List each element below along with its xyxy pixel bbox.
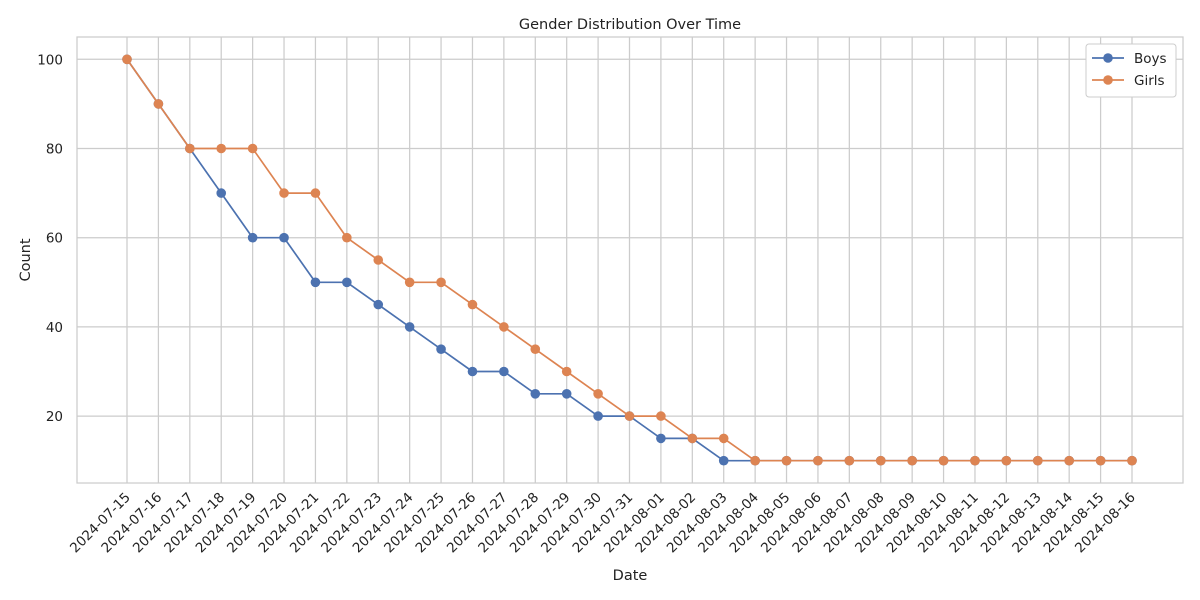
tick-labels: 2024-07-152024-07-162024-07-172024-07-18… [37, 52, 1139, 556]
data-point-girls [1032, 455, 1043, 466]
data-point-boys [530, 389, 541, 399]
legend-marker-girls [1103, 75, 1113, 85]
grid [77, 37, 1183, 483]
legend-label-girls: Girls [1134, 73, 1165, 89]
series-layer [122, 54, 1137, 466]
data-point-girls [844, 455, 855, 466]
data-point-boys [467, 366, 478, 377]
y-axis-label: Count [18, 238, 34, 281]
data-point-girls [436, 277, 446, 288]
data-point-boys [561, 389, 572, 399]
data-point-boys [310, 277, 321, 288]
data-point-girls [593, 389, 603, 399]
data-point-boys [373, 299, 384, 310]
data-point-girls [624, 411, 635, 421]
y-tick-label: 100 [37, 52, 63, 68]
data-point-girls [781, 455, 792, 466]
x-axis-label: Date [613, 568, 648, 584]
data-point-girls [1001, 455, 1012, 466]
data-point-boys [718, 455, 729, 466]
data-point-girls [1095, 455, 1106, 466]
data-point-girls [875, 455, 886, 466]
plot-frame [76, 36, 1184, 484]
data-point-girls [687, 433, 698, 444]
data-point-girls [404, 277, 415, 288]
legend-marker-boys [1103, 53, 1113, 63]
data-point-girls [970, 455, 980, 466]
chart-title: Gender Distribution Over Time [519, 17, 741, 33]
data-point-girls [310, 188, 321, 198]
data-point-girls [530, 344, 541, 355]
data-point-girls [216, 143, 227, 154]
data-point-girls [656, 411, 666, 421]
data-point-girls [185, 143, 195, 154]
data-point-girls [1064, 455, 1074, 466]
data-point-girls [373, 255, 384, 265]
data-point-girls [907, 455, 917, 466]
data-point-girls [247, 143, 258, 154]
y-tick-label: 80 [46, 142, 63, 158]
data-point-girls [938, 455, 949, 466]
data-point-boys [593, 411, 603, 421]
data-point-boys [656, 433, 666, 444]
y-tick-label: 40 [46, 320, 63, 336]
data-point-boys [499, 366, 509, 377]
data-point-girls [561, 366, 572, 377]
data-point-girls [750, 455, 760, 466]
data-point-girls [122, 54, 132, 65]
y-tick-label: 60 [46, 231, 63, 247]
data-point-girls [499, 322, 509, 332]
data-point-girls [279, 188, 289, 198]
data-point-boys [216, 188, 227, 198]
data-point-boys [404, 322, 415, 332]
data-point-girls [342, 232, 352, 243]
legend: Boys Girls [1085, 43, 1177, 98]
data-point-girls [718, 433, 729, 444]
data-point-boys [436, 344, 446, 355]
legend-label-boys: Boys [1134, 51, 1167, 67]
data-point-boys [279, 232, 289, 243]
data-point-boys [247, 232, 258, 243]
data-point-boys [342, 277, 352, 288]
data-point-girls [467, 299, 478, 310]
data-point-girls [813, 455, 823, 466]
data-point-girls [1127, 455, 1137, 466]
data-point-girls [153, 99, 164, 109]
y-tick-label: 20 [46, 409, 63, 425]
